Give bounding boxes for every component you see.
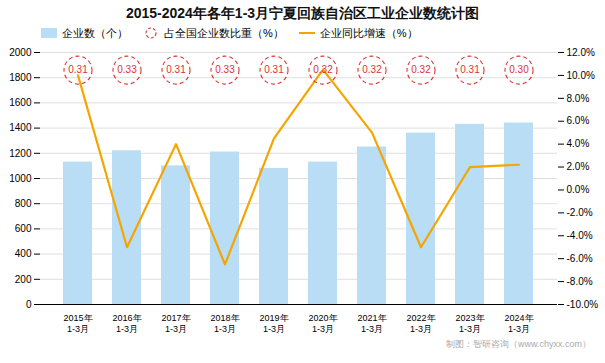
svg-text:2020年1-3月: 2020年1-3月 [308,313,337,334]
svg-text:0.31: 0.31 [68,64,88,75]
svg-text:0.31: 0.31 [460,64,480,75]
svg-text:1800: 1800 [9,72,32,83]
svg-text:2022年1-3月: 2022年1-3月 [406,313,435,334]
svg-text:600: 600 [15,223,32,234]
svg-text:2000: 2000 [9,47,32,58]
svg-text:2024年1-3月: 2024年1-3月 [504,313,533,334]
svg-text:0.0%: 0.0% [567,184,590,195]
svg-text:2021年1-3月: 2021年1-3月 [357,313,386,334]
html-text:占全国企业数比重（%）: 占全国企业数比重（%） [164,26,284,39]
svg-text:-2.0%: -2.0% [567,207,593,218]
svg-text:-8.0%: -8.0% [567,276,593,287]
svg-text:0.31: 0.31 [264,64,284,75]
svg-text:0.33: 0.33 [117,64,137,75]
svg-text:2018年1-3月: 2018年1-3月 [210,313,239,334]
html-text:企业数（个）: 企业数（个） [62,26,128,39]
svg-text:400: 400 [15,248,32,259]
svg-text:1400: 1400 [9,122,32,133]
svg-text:0.32: 0.32 [362,64,382,75]
svg-text:0.31: 0.31 [166,64,186,75]
svg-text:2015年1-3月: 2015年1-3月 [63,313,92,334]
svg-text:0.32: 0.32 [411,64,431,75]
html-text:2015-2024年各年1-3月宁夏回族自治区工业企业数统计: 2015-2024年各年1-3月宁夏回族自治区工业企业数统计图 [125,5,480,21]
svg-text:-4.0%: -4.0% [567,230,593,241]
svg-text:1000: 1000 [9,173,32,184]
svg-text:0.30: 0.30 [509,64,529,75]
svg-text:2019年1-3月: 2019年1-3月 [259,313,288,334]
html-text:制图：智研咨询（www.chyxx.com）: 制图：智研咨询（www.chyxx.com） [446,339,591,349]
svg-text:200: 200 [15,274,32,285]
svg-text:8.0%: 8.0% [567,93,590,104]
svg-text:0: 0 [26,299,32,310]
svg-text:12.0%: 12.0% [567,47,595,58]
svg-text:-10.0%: -10.0% [567,299,599,310]
svg-text:1600: 1600 [9,97,32,108]
svg-text:4.0%: 4.0% [567,138,590,149]
svg-text:6.0%: 6.0% [567,115,590,126]
svg-text:2.0%: 2.0% [567,161,590,172]
svg-text:10.0%: 10.0% [567,70,595,81]
svg-text:-6.0%: -6.0% [567,253,593,264]
svg-text:0.33: 0.33 [215,64,235,75]
svg-text:0.32: 0.32 [313,64,333,75]
svg-text:800: 800 [15,198,32,209]
html-text:企业同比增速（%）: 企业同比增速（%） [319,26,418,39]
svg-text:2023年1-3月: 2023年1-3月 [455,313,484,334]
svg-text:2016年1-3月: 2016年1-3月 [112,313,141,334]
svg-text:1200: 1200 [9,148,32,159]
svg-text:2017年1-3月: 2017年1-3月 [161,313,190,334]
